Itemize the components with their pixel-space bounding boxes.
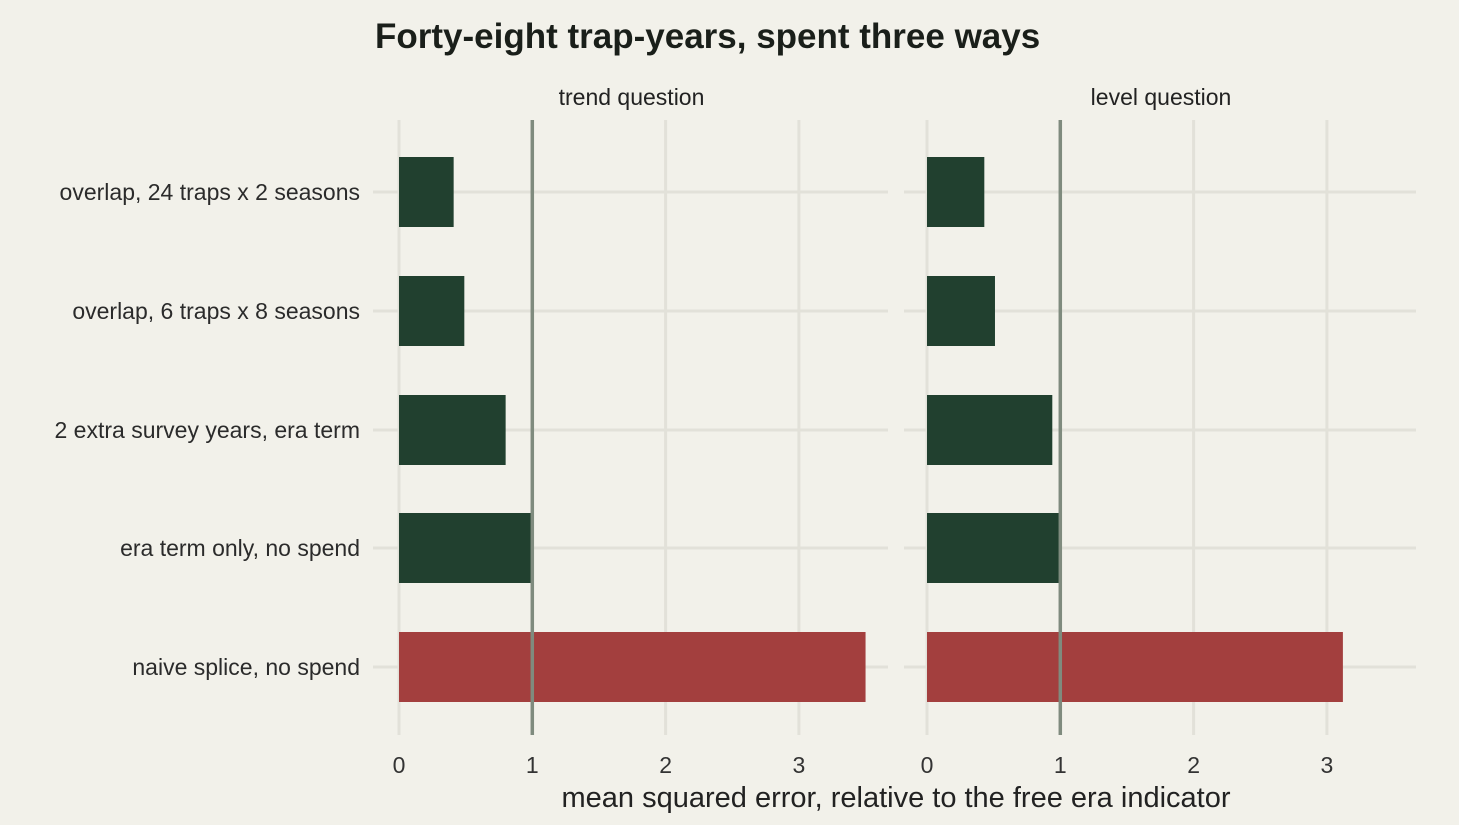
bar — [927, 513, 1061, 583]
facet-panel-level: 0 1 2 3 level question — [904, 84, 1416, 778]
category-label: 2 extra survey years, era term — [55, 417, 361, 443]
category-label: naive splice, no spend — [132, 654, 360, 680]
bar — [399, 395, 506, 465]
x-tick-label: 1 — [526, 752, 539, 778]
bar — [399, 632, 866, 702]
facet-panel-trend: 0 1 2 3 trend question — [373, 84, 888, 778]
bar — [399, 513, 533, 583]
bar — [399, 276, 465, 346]
x-tick-label: 3 — [1321, 752, 1334, 778]
x-tick-label: 1 — [1054, 752, 1067, 778]
x-tick-label: 3 — [793, 752, 806, 778]
category-labels: overlap, 24 traps x 2 seasons overlap, 6 … — [55, 179, 361, 680]
category-label: overlap, 24 traps x 2 seasons — [60, 179, 360, 205]
x-tick-label: 0 — [393, 752, 406, 778]
x-tick-label: 0 — [921, 752, 934, 778]
bar — [399, 157, 454, 227]
bar — [927, 632, 1343, 702]
x-tick-label: 2 — [1187, 752, 1200, 778]
x-axis-label: mean squared error, relative to the free… — [562, 782, 1231, 814]
bar — [927, 157, 985, 227]
chart-title: Forty-eight trap-years, spent three ways — [375, 17, 1040, 56]
x-tick-label: 2 — [659, 752, 672, 778]
category-label: overlap, 6 traps x 8 seasons — [72, 298, 360, 324]
bar — [927, 395, 1053, 465]
facet-label: trend question — [559, 84, 705, 110]
bar — [927, 276, 995, 346]
facet-label: level question — [1091, 84, 1232, 110]
category-label: era term only, no spend — [120, 535, 360, 561]
